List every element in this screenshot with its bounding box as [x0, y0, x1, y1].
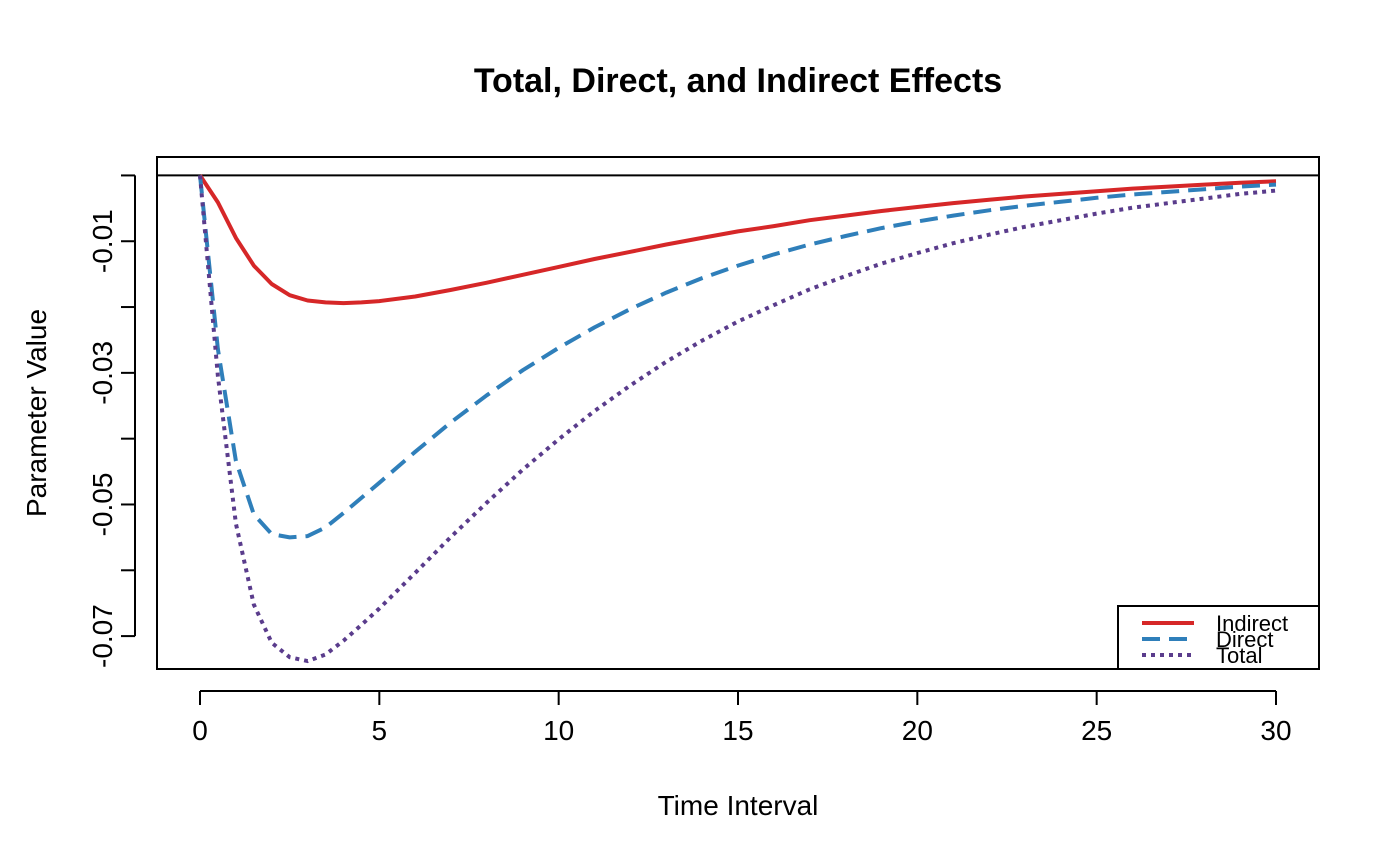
x-axis: 0 5 10 15 20 25 30	[192, 690, 1292, 746]
legend-label-total: Total	[1216, 643, 1262, 668]
series-line-indirect	[198, 174, 1277, 306]
x-tick-label: 0	[192, 715, 208, 746]
x-tick-label: 5	[372, 715, 388, 746]
plot-frame	[156, 156, 1320, 670]
chart-title: Total, Direct, and Indirect Effects	[474, 62, 1002, 100]
series-line-total	[198, 175, 1277, 664]
y-tick-label: -0.01	[87, 209, 118, 273]
legend-label-indirect: Indirect	[1216, 611, 1288, 636]
x-axis-label: Time Interval	[658, 790, 819, 821]
legend-label-direct: Direct	[1216, 627, 1273, 652]
x-tick-label: 20	[902, 715, 933, 746]
series-layer	[198, 174, 1277, 664]
series-line-direct	[198, 175, 1277, 540]
x-tick-label: 10	[543, 715, 574, 746]
x-tick-label: 25	[1081, 715, 1112, 746]
y-axis-label: Parameter Value	[21, 309, 52, 517]
x-tick-label: 15	[722, 715, 753, 746]
x-tick-label: 30	[1260, 715, 1291, 746]
y-tick-label: -0.07	[87, 604, 118, 668]
y-axis: -0.07 -0.05 -0.03 -0.01	[87, 174, 136, 668]
y-tick-label: -0.05	[87, 473, 118, 537]
y-tick-label: -0.03	[87, 341, 118, 405]
